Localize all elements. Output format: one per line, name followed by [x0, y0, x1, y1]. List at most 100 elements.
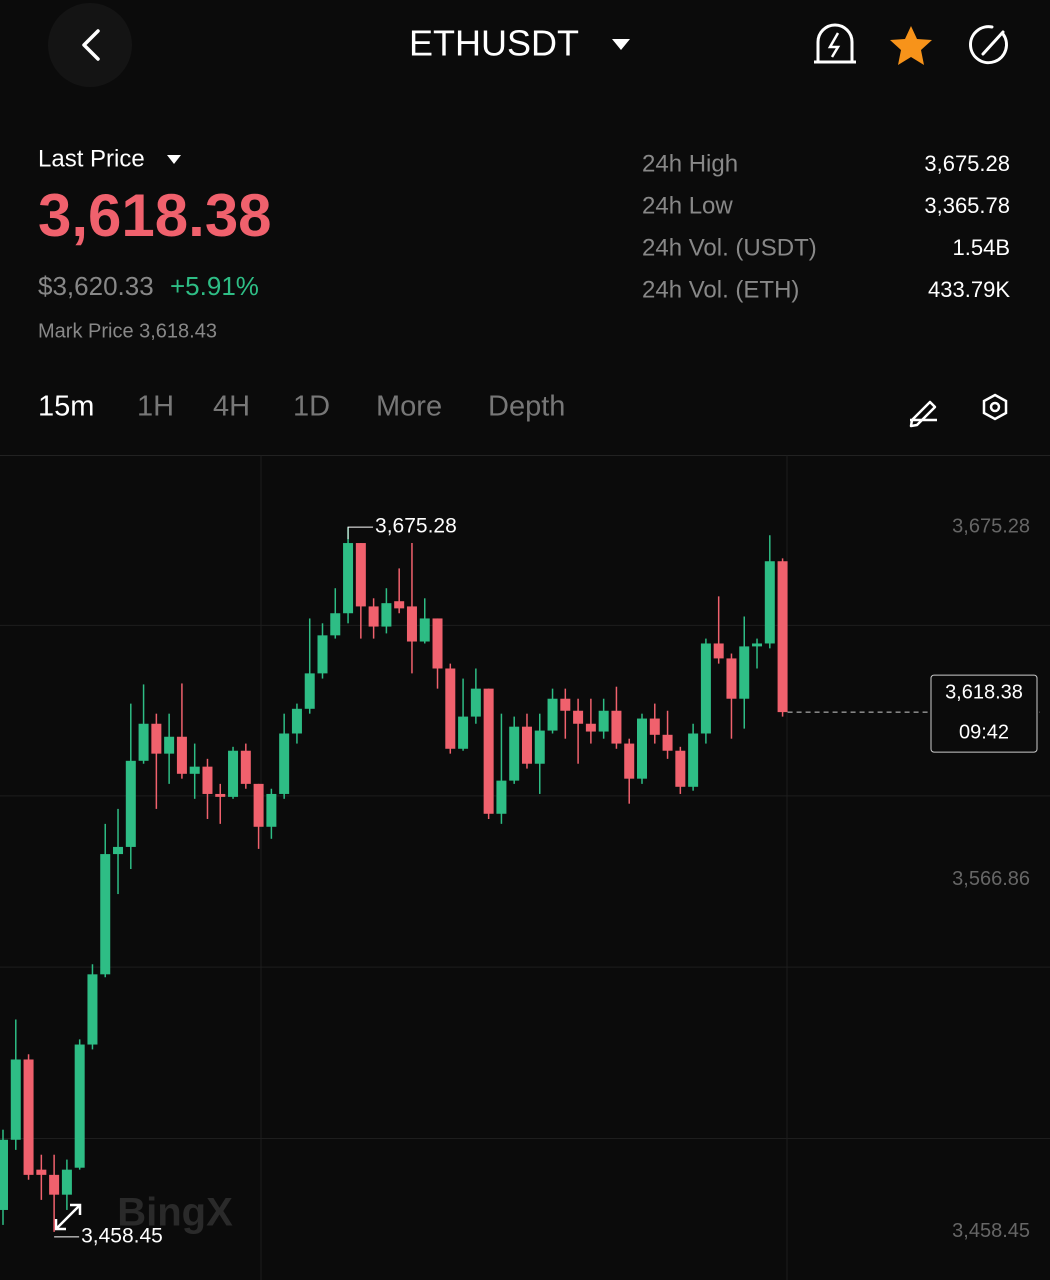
mark-price: Mark Price 3,618.43	[38, 320, 217, 342]
last-price: 3,618.38	[38, 182, 272, 249]
candle-body	[432, 618, 443, 669]
candle-body	[637, 718, 647, 779]
candle-body	[381, 603, 392, 627]
candle-body	[355, 543, 366, 607]
candle-body	[662, 734, 673, 751]
candle-body	[470, 688, 481, 717]
candle-body	[458, 716, 469, 749]
stat-label: 24h Vol. (ETH)	[642, 276, 799, 303]
max-pointer	[347, 526, 374, 540]
candle-body	[496, 780, 507, 814]
candle-body	[36, 1169, 47, 1175]
timeframe-tab[interactable]: More	[376, 391, 442, 423]
candle-body	[764, 561, 775, 644]
stat-label: 24h Vol. (USDT)	[642, 234, 817, 261]
candle-body	[752, 643, 763, 647]
candle-body	[611, 710, 622, 744]
candle-body	[240, 750, 251, 784]
change-percent: +5.91%	[170, 271, 259, 301]
price-type[interactable]: Last Price	[38, 145, 145, 172]
fullscreen-icon[interactable]	[54, 1203, 82, 1231]
candle-body	[330, 613, 341, 636]
last-price-box	[930, 674, 1038, 753]
candle-body	[279, 733, 290, 794]
share-icon[interactable]	[969, 25, 1008, 65]
candle-body	[202, 766, 213, 794]
candle-body	[343, 543, 354, 614]
candle-body	[406, 606, 417, 642]
stat-label: 24h High	[642, 150, 738, 177]
header-area: ETHUSDT Last Price 3,618.38 $3,620.33 +5…	[0, 0, 1050, 455]
candle-body	[368, 606, 379, 627]
candle-body	[700, 643, 711, 734]
back-button[interactable]	[48, 3, 132, 87]
candle-body	[23, 1059, 34, 1175]
header-icons: ETHUSDT Last Price 3,618.38 $3,620.33 +5…	[38, 3, 1010, 428]
stat-value: 3,365.78	[924, 193, 1010, 218]
candle-body	[394, 601, 405, 609]
timeframe-tabs: 15m 1H 4H 1D More Depth	[38, 391, 565, 423]
candle-body	[585, 723, 596, 732]
timeframe-tab[interactable]: Depth	[488, 391, 565, 423]
stat-label: 24h Low	[642, 192, 733, 219]
y-tick-label: 3,566.86	[952, 868, 1030, 890]
settings-icon-center	[989, 401, 1001, 413]
candle-body	[483, 688, 494, 814]
candle-body	[726, 658, 737, 699]
candle-body	[125, 760, 136, 847]
favorite-icon[interactable]	[890, 26, 932, 65]
candle-body	[675, 750, 686, 787]
candle-body	[649, 718, 660, 735]
min-label: 3,458.45	[81, 1224, 163, 1247]
candle-body	[713, 643, 724, 659]
draw-tool-icon[interactable]	[909, 400, 937, 428]
candle-body	[624, 743, 635, 779]
timeframe-tab[interactable]: 1D	[293, 391, 330, 423]
candle-body	[176, 736, 187, 774]
candle-body	[509, 726, 520, 781]
alert-bolt	[827, 32, 841, 58]
chart: BingX 3,675.28 3,566.86 3,458.45 3,675.28 3,…	[0, 455, 1050, 1280]
candle-body	[0, 1139, 8, 1210]
candle-body	[87, 974, 98, 1045]
alert-icon[interactable]	[814, 23, 856, 64]
symbol-dropdown[interactable]	[612, 39, 630, 50]
timeframe-tab[interactable]: 15m	[38, 391, 94, 423]
candle-body	[61, 1169, 72, 1195]
last-price-label: 3,618.38	[945, 681, 1023, 703]
candle-body	[215, 793, 226, 797]
stat-value: 1.54B	[953, 235, 1011, 260]
candle-body	[10, 1059, 21, 1140]
candle-body	[253, 783, 264, 827]
candle-body	[189, 766, 200, 774]
stats: 24h High 3,675.28 24h Low 3,365.78 24h Vol. …	[642, 150, 1010, 303]
candle-body	[113, 846, 124, 855]
price-type-dropdown[interactable]	[167, 155, 181, 164]
candle-body	[228, 750, 239, 797]
candle-body	[304, 673, 315, 709]
candle-body	[534, 730, 545, 764]
timeframe-tab[interactable]: 4H	[213, 391, 250, 423]
candle-body	[317, 635, 328, 674]
candle-body	[573, 710, 584, 724]
candle-body	[445, 668, 456, 749]
timeframe-tab[interactable]: 1H	[137, 391, 174, 423]
candle-body	[100, 854, 111, 975]
usd-price: $3,620.33	[38, 271, 154, 301]
candle-body	[419, 618, 430, 642]
candle-body	[777, 561, 788, 713]
stat-value: 433.79K	[928, 277, 1010, 302]
candle-body	[739, 646, 750, 699]
candle-body	[688, 733, 699, 787]
candle-body	[138, 723, 149, 761]
candle-body	[74, 1044, 85, 1168]
countdown-label: 09:42	[959, 721, 1009, 743]
stat-value: 3,675.28	[924, 151, 1010, 176]
y-tick-label: 3,675.28	[952, 515, 1030, 537]
symbol-title[interactable]: ETHUSDT	[409, 23, 579, 64]
candle-body	[164, 736, 175, 754]
settings-icon[interactable]	[982, 393, 1008, 421]
candle-body	[547, 698, 558, 731]
candle-body	[521, 726, 532, 764]
